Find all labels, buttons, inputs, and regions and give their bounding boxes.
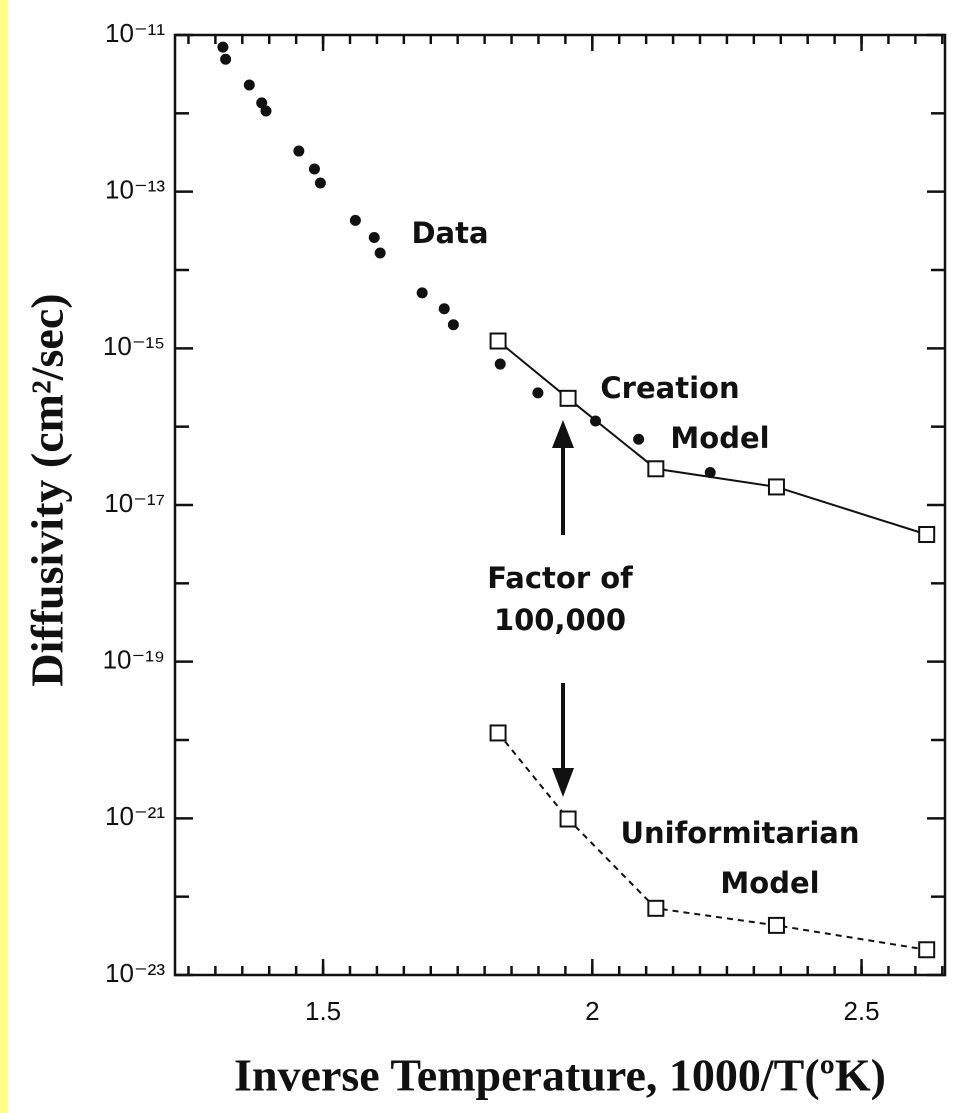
arrow-head — [552, 420, 574, 448]
model-point — [767, 478, 785, 496]
y-tick-label: 10⁻²¹ — [105, 801, 165, 831]
model-point — [918, 526, 936, 544]
model-point — [489, 332, 507, 350]
y-tick-label: 10⁻¹⁷ — [104, 488, 165, 518]
data-point — [243, 79, 255, 91]
annotation: Model — [670, 421, 769, 455]
model-point — [559, 810, 577, 828]
annotation: Creation — [600, 371, 739, 405]
data-point — [532, 387, 544, 399]
model-point — [647, 460, 665, 478]
edge-strip — [0, 0, 8, 1113]
data-point — [293, 145, 305, 157]
data-point — [416, 287, 428, 299]
y-axis-title: Diffusivity (cm²/sec) — [22, 293, 73, 686]
data-point — [349, 214, 361, 226]
annotation: 100,000 — [494, 603, 626, 637]
model-point — [647, 899, 665, 917]
x-tick-label: 2.5 — [843, 996, 879, 1026]
y-tick-label: 10⁻¹⁹ — [103, 645, 165, 675]
data-point — [314, 177, 326, 189]
x-tick-label: 2 — [585, 996, 599, 1026]
data-point — [704, 466, 716, 478]
annotation: Factor of — [487, 561, 633, 595]
data-point — [220, 53, 232, 65]
data-point — [494, 358, 506, 370]
x-tick-label: 1.5 — [305, 996, 341, 1026]
data-point — [374, 247, 386, 259]
annotation: Uniformitarian — [620, 816, 859, 850]
data-point — [633, 433, 645, 445]
data-point — [217, 41, 229, 53]
data-point — [256, 97, 268, 109]
y-tick-label: 10⁻¹¹ — [105, 18, 165, 48]
model-point — [767, 916, 785, 934]
model-point — [559, 389, 577, 407]
data-point — [438, 303, 450, 315]
data-point — [308, 163, 320, 175]
annotation: Data — [411, 216, 488, 250]
model-point — [489, 724, 507, 742]
y-tick-label: 10⁻¹³ — [105, 175, 165, 205]
y-tick-label: 10⁻²³ — [105, 958, 165, 988]
arrows — [552, 420, 574, 797]
data-point — [260, 105, 272, 117]
y-tick-label: 10⁻¹⁵ — [103, 331, 165, 361]
data-point — [447, 319, 459, 331]
x-axis-title: Inverse Temperature, 1000/T(ºK) — [234, 1050, 886, 1101]
model-point — [918, 941, 936, 959]
arrow-head — [552, 768, 574, 797]
data-point — [368, 231, 380, 243]
annotation: Model — [720, 866, 819, 900]
